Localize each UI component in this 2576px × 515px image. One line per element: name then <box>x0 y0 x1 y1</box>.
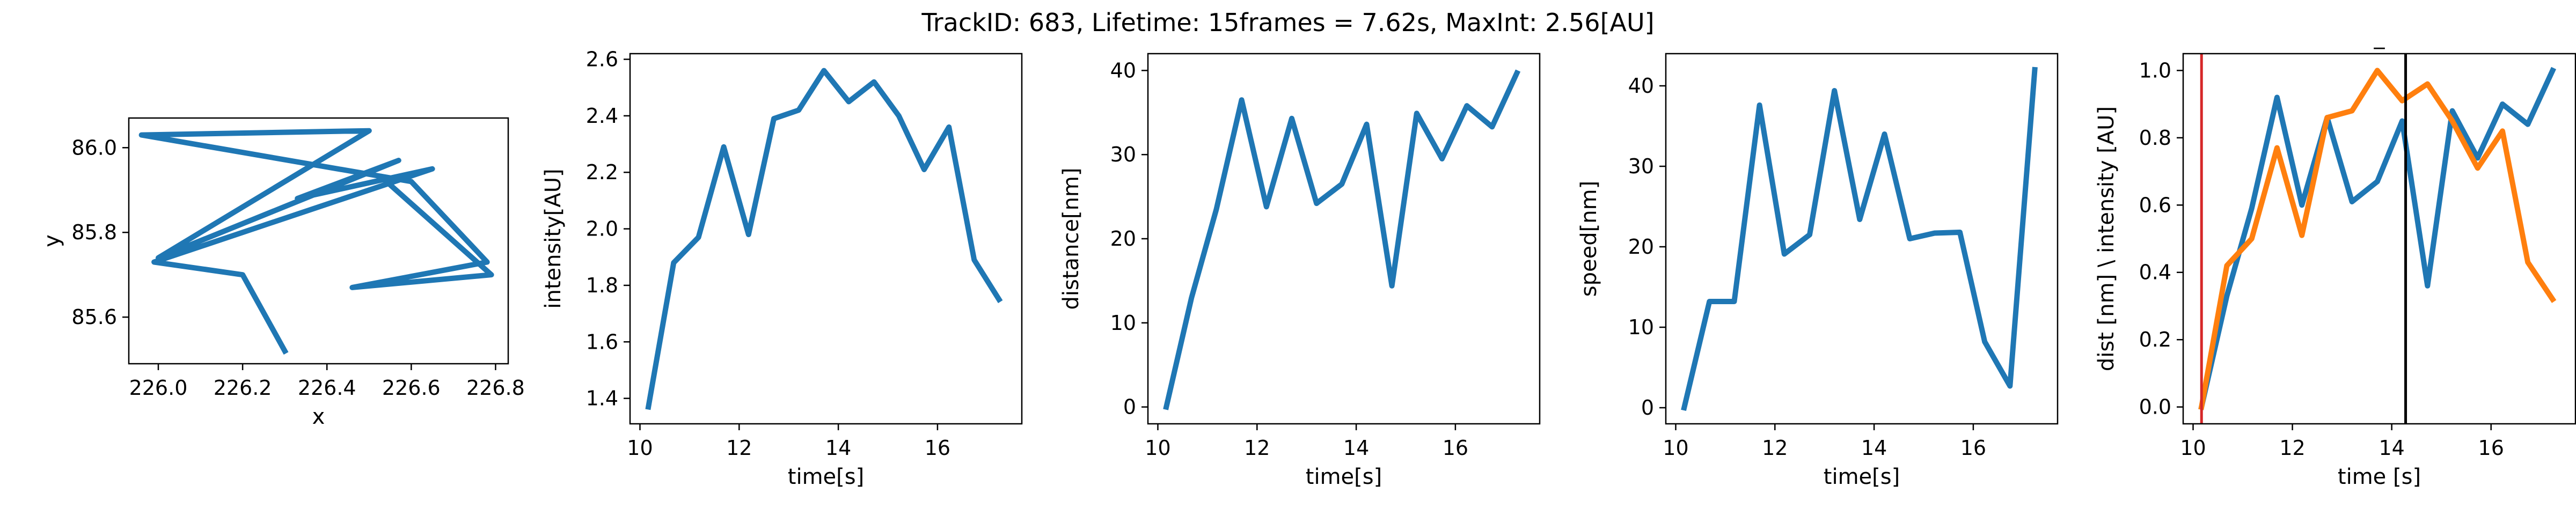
chart-4-y-tick-label: 20 <box>1628 235 1654 259</box>
chart-4-y-axis-label: speed[nm] <box>1577 181 1601 297</box>
chart-5-x-tick-label: 16 <box>2478 436 2504 460</box>
chart-2-x-tick-label: 14 <box>825 436 851 460</box>
chart-5-title: _ <box>2374 25 2385 49</box>
chart-1-x-tick-label: 226.2 <box>214 376 272 400</box>
chart-3-y-tick-label: 10 <box>1110 311 1136 335</box>
chart-3-y-axis-label: distance[nm] <box>1059 167 1084 310</box>
chart-2-y-tick-label: 2.4 <box>586 104 618 128</box>
chart-1-y-axis-label: y <box>40 234 64 247</box>
chart-4-y-tick-label: 40 <box>1628 74 1654 98</box>
chart-2-x-tick-label: 12 <box>726 436 752 460</box>
chart-3-y-tick-label: 20 <box>1110 227 1136 251</box>
chart-4-y-tick-label: 30 <box>1628 154 1654 178</box>
chart-4-x-tick-label: 16 <box>1960 436 1986 460</box>
chart-5-y-tick-label: 0.8 <box>2139 126 2171 150</box>
chart-2-x-axis-label: time[s] <box>788 465 864 489</box>
chart-2-y-tick-label: 1.4 <box>586 387 618 410</box>
chart-4-y-tick-label: 0 <box>1641 396 1654 420</box>
chart-4-x-axis-label: time[s] <box>1824 465 1900 489</box>
chart-3-y-tick-label: 40 <box>1110 58 1136 82</box>
chart-5-y-axis-label: dist [nm] \ intensity [AU] <box>2094 106 2119 371</box>
chart-1-x-tick-label: 226.6 <box>382 376 441 400</box>
chart-5-x-tick-label: 12 <box>2279 436 2305 460</box>
chart-5-y-tick-label: 0.4 <box>2139 261 2171 284</box>
chart-3-y-tick-label: 30 <box>1110 143 1136 166</box>
chart-1-axes-frame <box>128 117 509 365</box>
chart-1-x-tick-label: 226.0 <box>129 376 188 400</box>
chart-5-y-tick-label: 0.6 <box>2139 193 2171 217</box>
chart-1-x-tick-label: 226.8 <box>466 376 525 400</box>
chart-1-y-tick-label: 85.8 <box>71 220 117 244</box>
chart-1-x-tick-label: 226.4 <box>298 376 356 400</box>
chart-5-y-tick-label: 0.0 <box>2139 395 2171 419</box>
chart-3-series-1-line <box>1163 69 1521 410</box>
chart-2-x-tick-label: 10 <box>627 436 653 460</box>
chart-1-y-tick-label: 85.6 <box>71 305 117 329</box>
chart-5-x-tick-label: 10 <box>2180 436 2206 460</box>
chart-4-series-1-line <box>1681 67 2038 411</box>
chart-5-x-tick-label: 14 <box>2379 436 2404 460</box>
chart-4-axes-frame <box>1665 53 2059 425</box>
chart-3-x-tick-label: 14 <box>1343 436 1369 460</box>
chart-2-y-axis-label: intensity[AU] <box>541 168 566 308</box>
chart-2-y-tick-label: 2.2 <box>586 160 618 184</box>
chart-2-axes-frame <box>629 53 1023 425</box>
chart-5-series-2-line <box>2198 68 2557 410</box>
chart-2-y-tick-label: 2.6 <box>586 48 618 71</box>
chart-1-series-1-line <box>138 128 494 355</box>
chart-3-y-tick-label: 0 <box>1123 395 1136 419</box>
chart-2-y-tick-label: 1.8 <box>586 274 618 297</box>
chart-2-y-tick-label: 2.0 <box>586 217 618 241</box>
chart-5-x-axis-label: time [s] <box>2338 465 2421 489</box>
chart-5-y-tick-label: 0.2 <box>2139 328 2171 351</box>
chart-2-x-tick-label: 16 <box>925 436 950 460</box>
chart-4-x-tick-label: 12 <box>1762 436 1788 460</box>
chart-5-y-tick-label: 1.0 <box>2139 58 2171 82</box>
chart-3-x-tick-label: 10 <box>1145 436 1170 460</box>
chart-4-y-tick-label: 10 <box>1628 315 1654 339</box>
chart-3-x-axis-label: time[s] <box>1306 465 1382 489</box>
figure-title: TrackID: 683, Lifetime: 15frames = 7.62s… <box>921 8 1654 37</box>
chart-5-series-1-line <box>2198 67 2557 410</box>
chart-4-x-tick-label: 10 <box>1663 436 1688 460</box>
chart-1-x-axis-label: x <box>312 404 325 429</box>
chart-1-y-tick-label: 86.0 <box>71 136 117 159</box>
chart-4-x-tick-label: 14 <box>1861 436 1887 460</box>
chart-2-y-tick-label: 1.6 <box>586 330 618 354</box>
chart-5-axes-frame <box>2182 53 2576 425</box>
chart-3-x-tick-label: 12 <box>1244 436 1270 460</box>
chart-2-series-1-line <box>645 68 1003 410</box>
chart-3-x-tick-label: 16 <box>1443 436 1468 460</box>
